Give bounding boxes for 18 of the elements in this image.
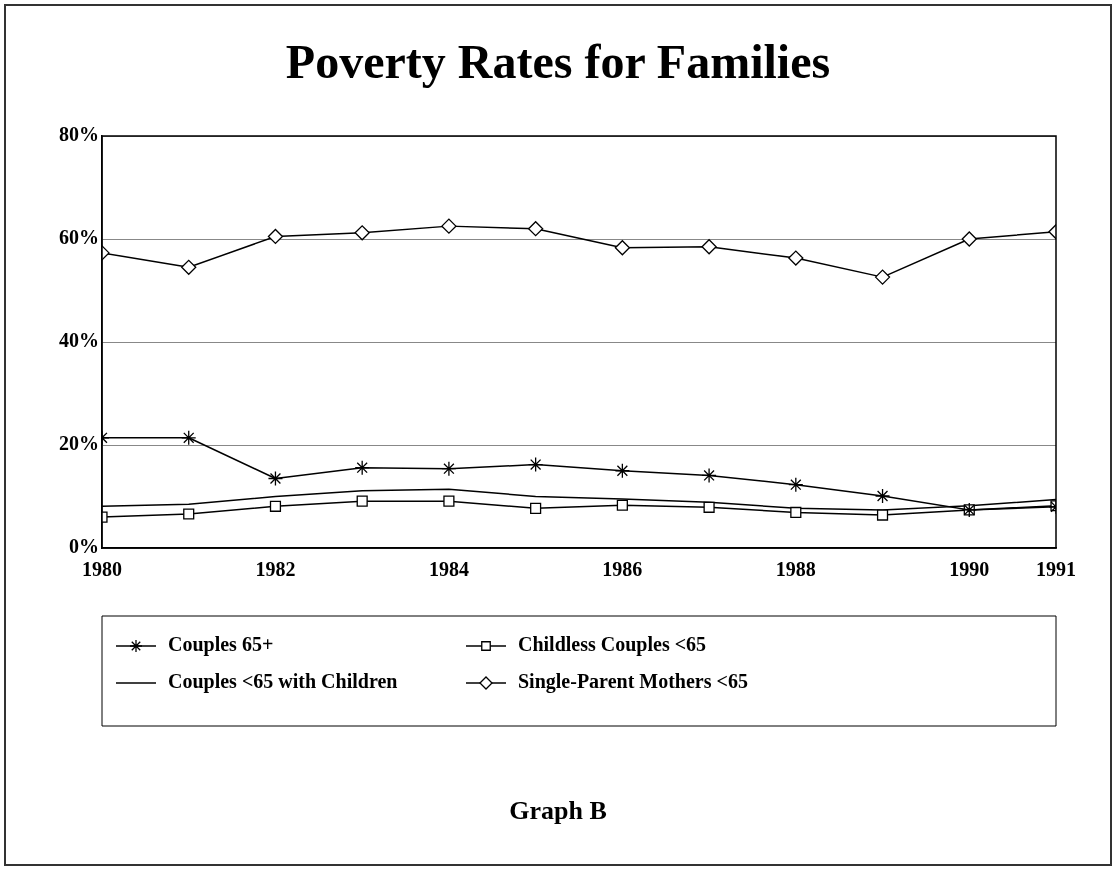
x-tick-label: 1986 (602, 558, 643, 581)
chart-title: Poverty Rates for Families (284, 34, 832, 89)
y-tick-label: 80% (59, 123, 99, 146)
y-tick-label: 0% (69, 535, 99, 558)
text: Graph B (508, 796, 608, 826)
x-tick-label: 1980 (82, 558, 122, 581)
x-tick-label: 1991 (1036, 558, 1076, 581)
x-tick-label: 1990 (949, 558, 990, 581)
x-tick-label: 1982 (255, 558, 296, 581)
y-tick-label: 40% (59, 329, 99, 352)
legend-label: Childless Couples <65 (518, 633, 707, 657)
x-tick-label: 1988 (775, 558, 816, 581)
legend-label: Single-Parent Mothers <65 (518, 670, 748, 694)
legend-label: Couples 65+ (168, 633, 274, 657)
legend-label: Couples <65 with Children (168, 670, 398, 694)
y-tick-label: 20% (59, 432, 99, 455)
x-tick-label: 1984 (428, 558, 469, 581)
y-tick-label: 60% (59, 226, 99, 249)
